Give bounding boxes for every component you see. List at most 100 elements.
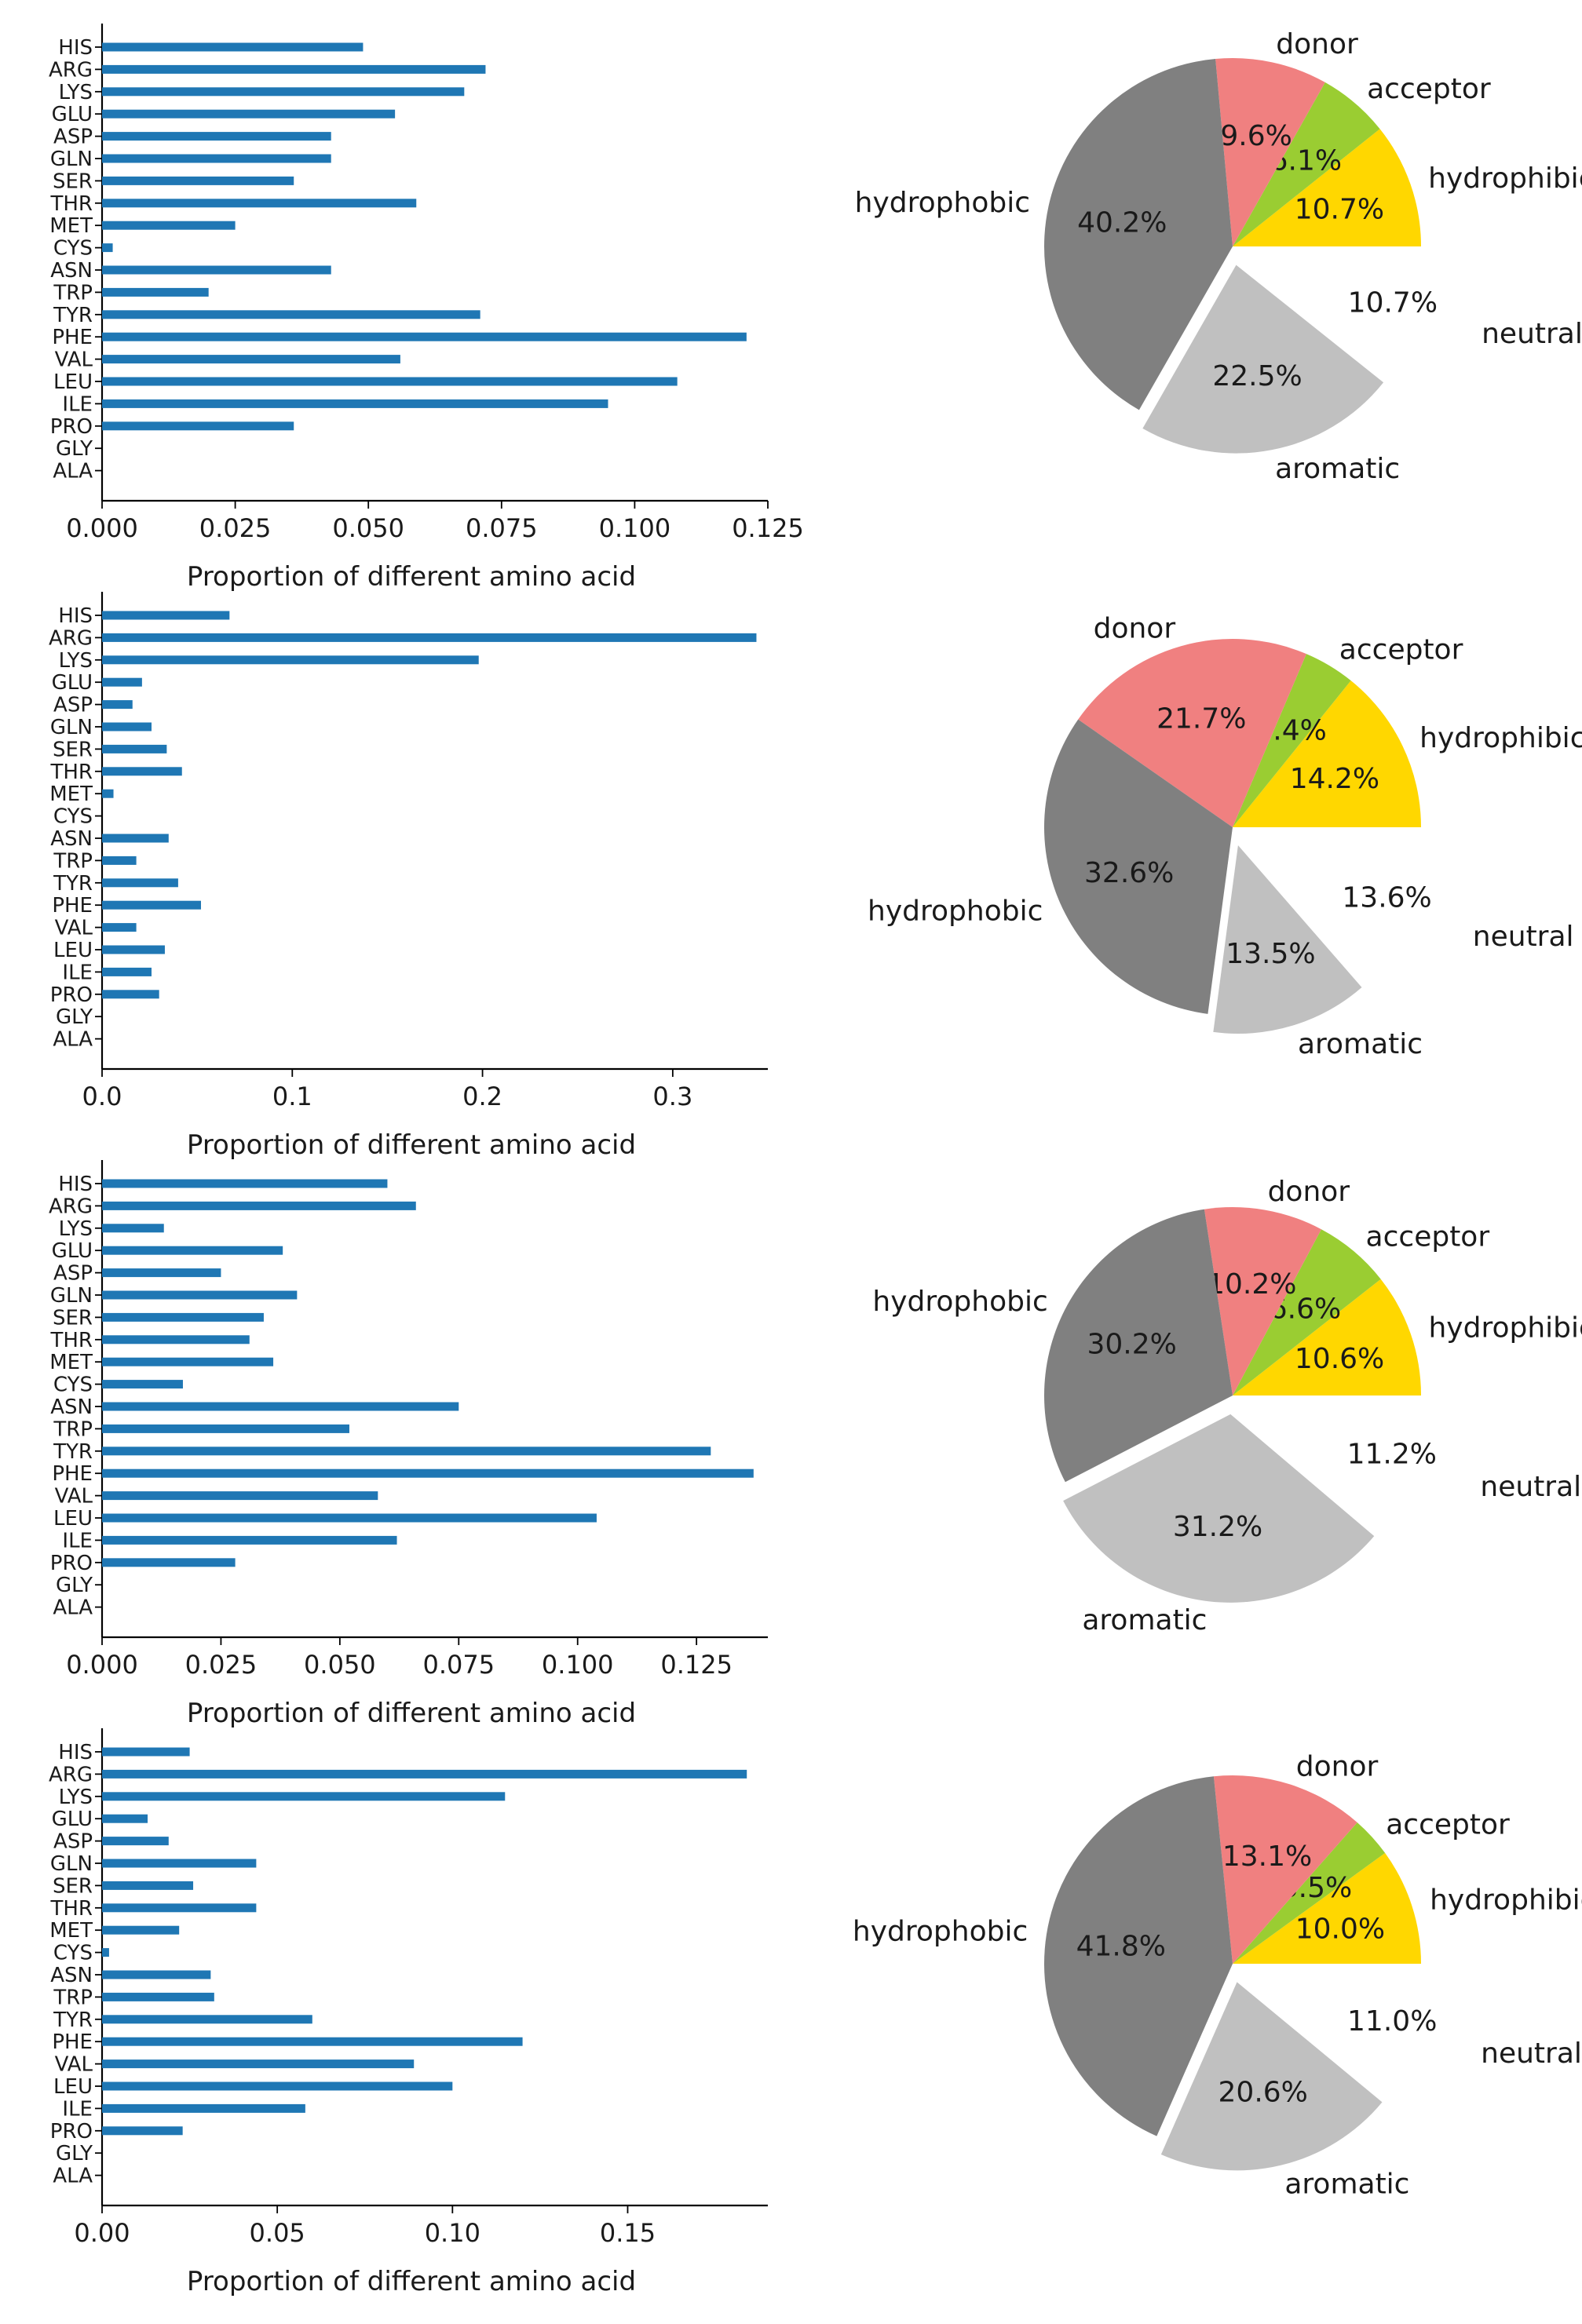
bar — [102, 2103, 305, 2113]
x-tick-label: 0.10 — [425, 2218, 480, 2248]
pie-slice-aromatic — [1213, 845, 1362, 1034]
pie-pct-label: 31.2% — [1173, 1511, 1262, 1543]
y-tick-label: LEU — [53, 370, 93, 394]
y-tick-label: ARG — [49, 626, 93, 650]
bar — [102, 154, 331, 163]
x-axis-label: Proportion of different amino acid — [187, 1129, 636, 1161]
pie-slice-neutral — [1285, 265, 1474, 383]
pie-label: donor — [1296, 1751, 1379, 1783]
pie-slice-hydrophobic — [1043, 1776, 1233, 2136]
x-tick-label: 0.00 — [74, 2218, 130, 2248]
y-tick-label: ASN — [50, 259, 93, 283]
x-axis-label: Proportion of different amino acid — [187, 2266, 636, 2297]
y-tick-label: TYR — [53, 872, 93, 896]
bar — [102, 1424, 349, 1433]
y-tick-label: PRO — [50, 415, 93, 439]
bar — [102, 1468, 754, 1478]
pie-pct-label: 41.8% — [1076, 1930, 1166, 1962]
bar — [102, 332, 747, 341]
y-tick-label: HIS — [58, 604, 93, 628]
bar — [102, 2126, 183, 2136]
pie-label: aromatic — [1275, 453, 1400, 485]
y-tick-label: PHE — [52, 1462, 93, 1486]
y-tick-label: PHE — [52, 2030, 93, 2054]
pie-slice-hydrophobic — [1044, 58, 1233, 410]
pie-label: acceptor — [1339, 634, 1463, 666]
y-tick-label: LYS — [59, 649, 93, 673]
bar — [102, 2081, 453, 2091]
pie-label: hydrophobic — [872, 1286, 1047, 1318]
bar — [102, 1335, 250, 1344]
y-tick-label: MET — [49, 783, 93, 806]
pie-label: hydrophibic — [1428, 1312, 1582, 1344]
bar — [102, 923, 137, 932]
y-tick-label: GLN — [50, 1284, 93, 1308]
y-tick-label: SER — [53, 1306, 93, 1330]
y-tick-label: TRP — [53, 281, 93, 305]
bar-chart-2: HISARGLYSGLUASPGLNSERTHRMETCYSASNTRPTYRP… — [49, 592, 768, 1161]
y-tick-label: ASP — [53, 1830, 93, 1854]
bar — [102, 1970, 211, 1979]
bar — [102, 633, 757, 642]
bar — [102, 1312, 264, 1322]
y-tick-label: VAL — [55, 348, 93, 372]
y-tick-label: GLN — [50, 716, 93, 739]
y-tick-label: GLU — [52, 1239, 93, 1263]
bar — [102, 1837, 169, 1846]
pie-label: hydrophobic — [855, 187, 1030, 219]
y-tick-label: LYS — [59, 1786, 93, 1809]
y-tick-label: TYR — [53, 2008, 93, 2032]
x-tick-label: 0.125 — [732, 513, 804, 543]
y-tick-label: SER — [53, 738, 93, 761]
pie-label: donor — [1276, 28, 1358, 60]
pie-slice-hydrophibic — [1233, 129, 1421, 246]
x-tick-label: 0.1 — [272, 1082, 312, 1111]
pie-pct-label: 20.6% — [1218, 2076, 1308, 2108]
y-tick-label: LEU — [53, 1507, 93, 1530]
y-tick-label: ASP — [53, 126, 93, 149]
y-tick-label: ALA — [53, 2165, 93, 2188]
y-tick-label: LEU — [53, 2075, 93, 2099]
bar — [102, 42, 364, 52]
y-tick-label: ALA — [53, 1028, 93, 1052]
bar-chart-4: HISARGLYSGLUASPGLNSERTHRMETCYSASNTRPTYRP… — [49, 1728, 768, 2297]
pie-pct-label: 40.2% — [1077, 206, 1167, 239]
pie-pct-label: 21.7% — [1156, 703, 1246, 735]
bar — [102, 1402, 459, 1411]
y-tick-label: LYS — [59, 81, 93, 104]
y-tick-label: CYS — [53, 1374, 93, 1397]
y-tick-label: ASP — [53, 694, 93, 717]
bar — [102, 287, 209, 297]
y-tick-label: VAL — [55, 2053, 93, 2077]
y-tick-label: GLU — [52, 103, 93, 126]
bar — [102, 221, 236, 230]
x-tick-label: 0.025 — [199, 513, 272, 543]
y-tick-label: PHE — [52, 326, 93, 349]
x-tick-label: 0.2 — [462, 1082, 502, 1111]
pie-pct-label: 10.0% — [1295, 1914, 1385, 1946]
y-tick-label: GLY — [56, 1574, 93, 1597]
x-tick-label: 0.050 — [332, 513, 404, 543]
bar — [102, 109, 396, 119]
y-tick-label: ASN — [50, 827, 93, 851]
pie-chart-2: hydrophibic14.2%acceptor4.4%donor21.7%hy… — [868, 612, 1582, 1060]
bar — [102, 900, 201, 910]
y-tick-label: SER — [53, 1874, 93, 1898]
pie-slice-donor — [1213, 1775, 1357, 1964]
x-tick-label: 0.075 — [422, 1650, 495, 1680]
y-tick-label: ILE — [62, 961, 93, 984]
x-axis-label: Proportion of different amino acid — [187, 561, 636, 593]
bar — [102, 1558, 236, 1567]
x-tick-label: 0.075 — [466, 513, 538, 543]
pie-slice-hydrophibic — [1233, 1279, 1421, 1395]
bar — [102, 1268, 221, 1278]
pie-label: neutral — [1482, 318, 1582, 350]
pie-slice-donor — [1078, 639, 1306, 827]
pie-label: hydrophobic — [868, 895, 1043, 927]
bar — [102, 243, 113, 253]
bar — [102, 744, 167, 753]
y-tick-label: TYR — [53, 304, 93, 327]
pie-pct-label: 11.2% — [1347, 1438, 1437, 1470]
y-tick-label: LEU — [53, 939, 93, 962]
pie-label: neutral — [1481, 2038, 1582, 2070]
